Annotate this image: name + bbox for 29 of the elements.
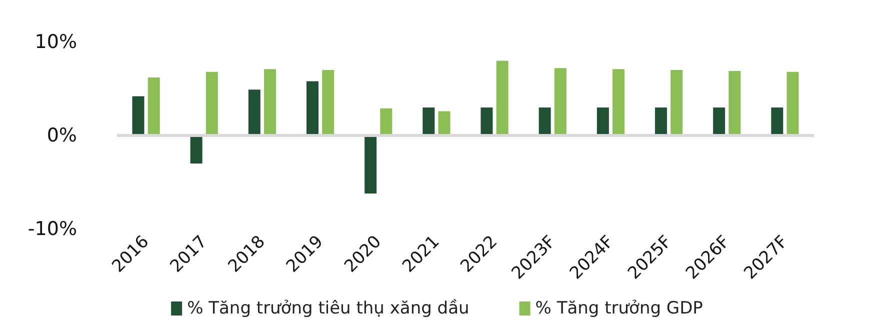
bar xyxy=(670,70,683,136)
bar xyxy=(786,72,799,136)
bar xyxy=(422,107,435,136)
legend-label: % Tăng trưởng tiêu thụ xăng dầu xyxy=(187,298,470,318)
bar xyxy=(728,70,741,136)
bar xyxy=(480,107,493,136)
bar xyxy=(264,69,276,136)
bar xyxy=(554,68,566,136)
legend-label: % Tăng trưởng GDP xyxy=(535,298,703,318)
bar xyxy=(380,108,392,136)
bar xyxy=(713,107,726,136)
bar xyxy=(132,96,144,136)
bar xyxy=(612,69,625,136)
bar xyxy=(322,70,334,136)
y-tick-label: 10% xyxy=(34,31,77,53)
bar xyxy=(438,111,450,136)
y-tick-label: 0% xyxy=(46,124,77,146)
bar xyxy=(190,136,202,164)
bar xyxy=(148,78,160,136)
bar xyxy=(364,136,377,194)
y-tick-label: -10% xyxy=(28,218,77,240)
bar xyxy=(496,60,508,136)
bar xyxy=(248,90,260,136)
bar xyxy=(771,107,784,136)
bar xyxy=(206,72,218,136)
bar xyxy=(654,107,667,136)
bar xyxy=(538,107,551,136)
bar xyxy=(306,81,318,136)
bar xyxy=(596,107,609,136)
